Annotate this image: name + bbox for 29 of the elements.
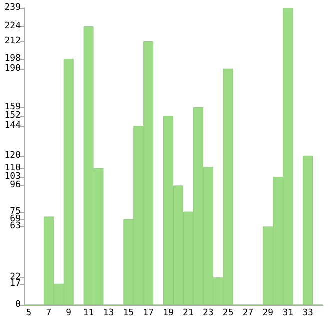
y-tick-label: 224	[4, 22, 21, 32]
y-tick-label: 0	[16, 300, 21, 310]
y-tick-label: 17	[10, 278, 21, 289]
y-tick-label: 110	[4, 163, 21, 174]
x-tick-label: 31	[282, 308, 294, 318]
x-tick-label: 15	[123, 308, 134, 318]
x-tick-label: 21	[183, 308, 194, 318]
x-tick-label: 9	[66, 308, 72, 318]
x-tick-label: 23	[202, 308, 214, 318]
x-tick-label: 17	[143, 308, 154, 318]
y-tick-label: 63	[10, 222, 21, 232]
x-tick-label: 13	[103, 308, 114, 318]
x-tick-label: 25	[222, 308, 234, 318]
x-tick-label: 27	[242, 308, 254, 318]
y-tick-label: 152	[4, 111, 21, 122]
y-tick-label: 159	[4, 102, 21, 112]
y-tick-label: 198	[4, 54, 21, 64]
y-tick-label: 96	[10, 180, 21, 191]
x-tick-label: 33	[302, 308, 314, 318]
x-tick-label: 11	[83, 308, 94, 318]
y-tick-label: 212	[4, 36, 21, 47]
y-tick-label: 144	[4, 121, 21, 132]
x-tick-label: 19	[163, 308, 174, 318]
x-tick-label: 5	[26, 308, 32, 318]
y-tick-label: 120	[4, 150, 21, 161]
y-tick-label: 239	[4, 3, 21, 13]
x-tick-label: 7	[46, 308, 52, 318]
y-tick-label: 190	[4, 64, 21, 74]
x-tick-label: 29	[262, 308, 274, 318]
